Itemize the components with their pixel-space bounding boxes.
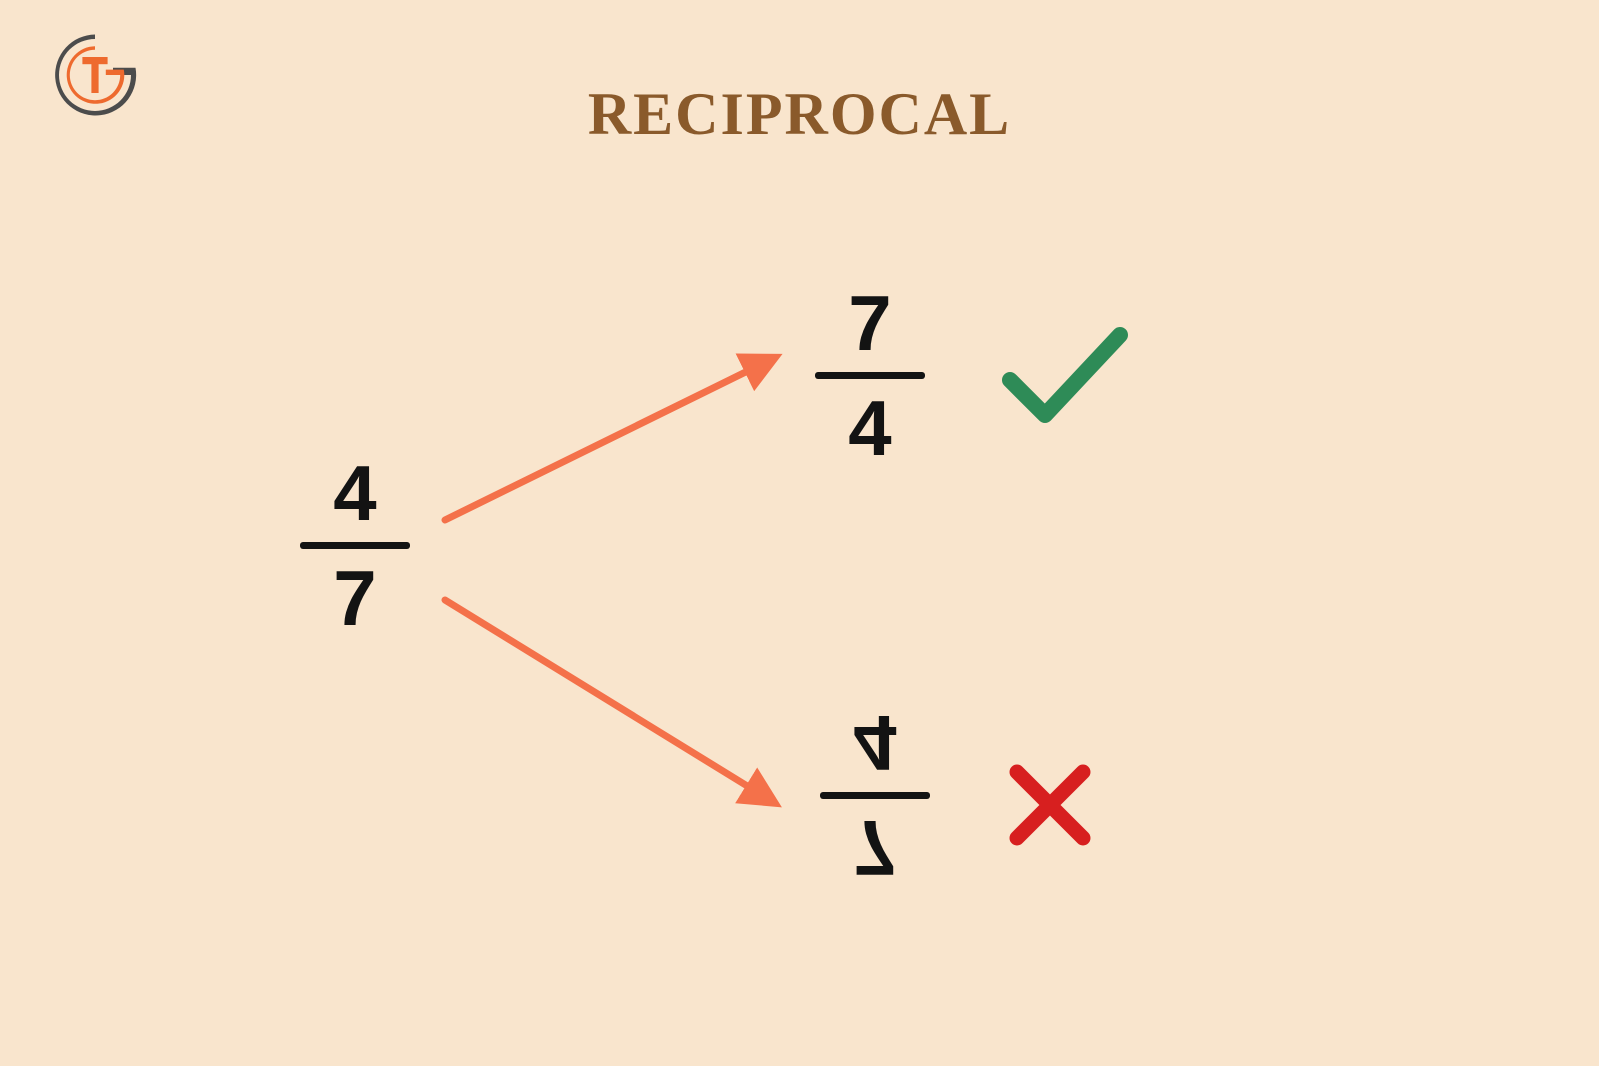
branch-arrows [0,0,1599,1066]
arrow-to-correct [445,360,770,520]
arrow-to-wrong [445,600,770,800]
diagram-canvas: RECIPROCAL 4 7 7 4 4 7 [0,0,1599,1066]
